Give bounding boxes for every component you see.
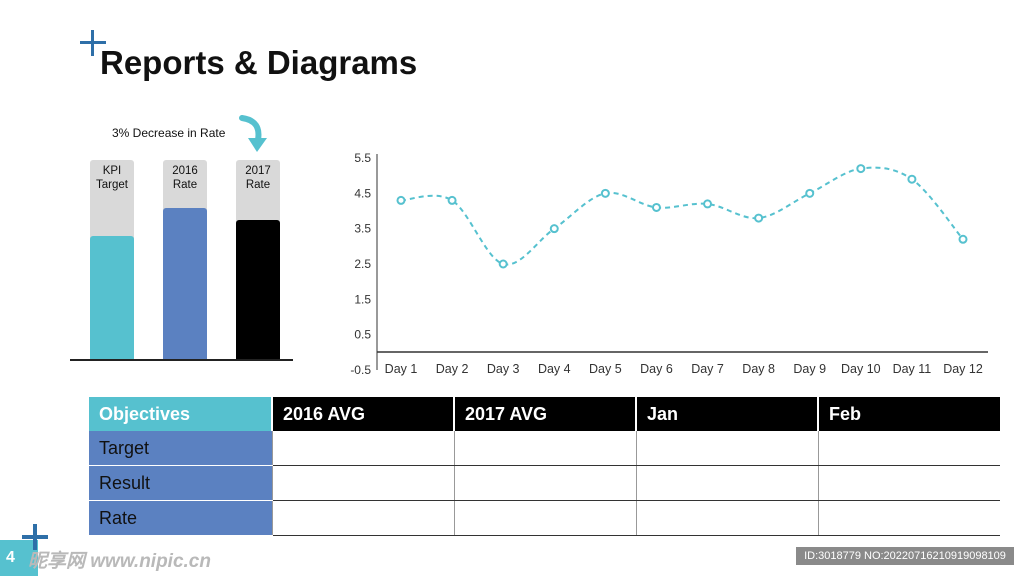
y-tick-label: 1.5 [354, 292, 371, 306]
data-point [703, 199, 713, 209]
table-cell [271, 465, 454, 501]
x-tick-label: Day 1 [385, 362, 418, 376]
bar-chart-baseline [70, 359, 293, 361]
bar-track: KPI Target [90, 160, 134, 360]
table-cell [817, 500, 1000, 536]
y-tick-label: 3.5 [354, 222, 371, 236]
bar [236, 220, 280, 360]
y-tick-label: 2.5 [354, 257, 371, 271]
x-tick-label: Day 10 [841, 362, 881, 376]
header-2017-avg: 2017 AVG [453, 397, 636, 431]
table-cell [453, 431, 636, 466]
y-tick-label: 4.5 [354, 186, 371, 200]
y-tick-label: 0.5 [354, 328, 371, 342]
x-tick-label: Day 12 [943, 362, 983, 376]
header-jan: Jan [635, 397, 818, 431]
plus-decoration-icon [22, 524, 48, 550]
watermark-text: 昵享网 www.nipic.cn [28, 551, 211, 572]
corner-block [0, 540, 38, 576]
row-label-target: Target [89, 431, 272, 466]
table-cell [635, 431, 818, 466]
x-tick-label: Day 4 [538, 362, 571, 376]
line-chart: 5.5 4.5 3.5 2.5 1.5 0.5 -0.5 Day 1 Day 2 Day 3 Day… [350, 151, 988, 377]
y-tick-label: 5.5 [354, 151, 371, 165]
header-objectives: Objectives [89, 397, 272, 431]
table-cell [271, 500, 454, 536]
bar-category-label: KPI Target [96, 165, 128, 191]
y-tick-label: -0.5 [350, 363, 371, 377]
data-point [651, 202, 661, 212]
table-cell [817, 431, 1000, 466]
x-tick-label: Day 7 [691, 362, 724, 376]
data-point [907, 174, 917, 184]
plus-decoration-icon [80, 30, 106, 56]
table-cell [635, 500, 818, 536]
x-tick-label: Day 9 [793, 362, 826, 376]
table-cell [817, 465, 1000, 501]
bar [90, 236, 134, 360]
data-point [396, 195, 406, 205]
page-title: Reports & Diagrams [100, 44, 418, 81]
data-point [549, 224, 559, 234]
x-tick-label: Day 2 [436, 362, 469, 376]
data-point [805, 188, 815, 198]
kpi-table: Objectives 2016 AVG 2017 AVG Jan Feb Tar… [89, 397, 1000, 536]
bar-category-label: 2017 Rate [245, 165, 271, 191]
watermark-id: ID:3018779 NO:20220716210919098109 [796, 547, 1014, 565]
table-cell [453, 500, 636, 536]
bar [163, 208, 207, 360]
bar-track: 2016 Rate [163, 160, 207, 360]
row-label-result: Result [89, 465, 272, 501]
table-row: Rate [89, 500, 1000, 536]
table-cell [453, 465, 636, 501]
table-cell [271, 431, 454, 466]
page-number: 4 [6, 549, 15, 566]
data-point [958, 234, 968, 244]
bar-track: 2017 Rate [236, 160, 280, 360]
table-row: Result [89, 465, 1000, 501]
curved-down-arrow-icon [239, 115, 267, 152]
x-tick-label: Day 8 [742, 362, 775, 376]
data-point [754, 213, 764, 223]
data-point [447, 195, 457, 205]
data-point [498, 259, 508, 269]
header-feb: Feb [817, 397, 1000, 431]
bar-category-label: 2016 Rate [172, 165, 198, 191]
table-row: Target [89, 431, 1000, 466]
table-cell [635, 465, 818, 501]
series-line [400, 166, 964, 266]
row-label-rate: Rate [89, 500, 272, 536]
x-tick-label: Day 11 [893, 362, 932, 376]
x-tick-label: Day 5 [589, 362, 622, 376]
data-point [600, 188, 610, 198]
table-header-row: Objectives 2016 AVG 2017 AVG Jan Feb [89, 397, 1000, 431]
x-tick-label: Day 6 [640, 362, 673, 376]
header-2016-avg: 2016 AVG [271, 397, 454, 431]
x-tick-label: Day 3 [487, 362, 520, 376]
data-point [856, 164, 866, 174]
decrease-annotation: 3% Decrease in Rate [112, 126, 226, 140]
